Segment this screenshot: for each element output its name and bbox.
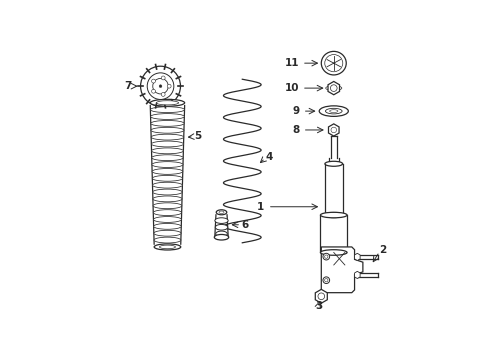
Ellipse shape <box>151 155 183 161</box>
Ellipse shape <box>153 210 181 216</box>
Ellipse shape <box>150 99 184 106</box>
Circle shape <box>151 79 155 83</box>
Circle shape <box>324 255 327 258</box>
Ellipse shape <box>140 66 180 106</box>
Ellipse shape <box>159 245 175 249</box>
Circle shape <box>330 127 336 133</box>
Ellipse shape <box>154 237 181 243</box>
Ellipse shape <box>215 231 227 237</box>
Ellipse shape <box>214 234 228 240</box>
Ellipse shape <box>214 218 228 224</box>
Text: 4: 4 <box>264 152 272 162</box>
Ellipse shape <box>324 212 342 217</box>
Polygon shape <box>327 81 339 95</box>
Ellipse shape <box>151 141 183 147</box>
Ellipse shape <box>151 148 183 154</box>
Circle shape <box>322 277 329 284</box>
Ellipse shape <box>325 108 342 114</box>
Ellipse shape <box>152 189 182 195</box>
Text: 3: 3 <box>314 301 322 311</box>
Ellipse shape <box>321 51 346 75</box>
Circle shape <box>151 89 155 93</box>
Ellipse shape <box>153 217 181 222</box>
Text: 11: 11 <box>284 58 299 68</box>
Ellipse shape <box>216 210 226 215</box>
Ellipse shape <box>152 162 183 167</box>
Ellipse shape <box>153 203 182 209</box>
Polygon shape <box>354 253 359 261</box>
Polygon shape <box>321 247 362 293</box>
Ellipse shape <box>153 224 181 229</box>
Circle shape <box>322 253 329 260</box>
Ellipse shape <box>150 107 184 113</box>
Polygon shape <box>315 289 326 303</box>
Ellipse shape <box>152 175 182 181</box>
Text: 7: 7 <box>124 81 132 91</box>
Circle shape <box>161 93 165 96</box>
Ellipse shape <box>147 73 173 99</box>
Ellipse shape <box>329 110 337 112</box>
Ellipse shape <box>150 114 184 120</box>
Ellipse shape <box>154 230 181 236</box>
Ellipse shape <box>319 106 347 116</box>
Ellipse shape <box>325 86 341 91</box>
Ellipse shape <box>215 224 227 230</box>
Circle shape <box>317 293 324 300</box>
Ellipse shape <box>324 55 342 72</box>
Ellipse shape <box>219 211 224 213</box>
Ellipse shape <box>152 78 168 94</box>
Ellipse shape <box>156 101 178 105</box>
Ellipse shape <box>150 121 184 126</box>
Text: 5: 5 <box>193 131 201 141</box>
Ellipse shape <box>151 127 183 133</box>
Ellipse shape <box>152 168 183 174</box>
Circle shape <box>159 85 162 87</box>
Text: 2: 2 <box>379 245 386 255</box>
Ellipse shape <box>320 212 346 218</box>
Ellipse shape <box>320 250 346 255</box>
Text: 1: 1 <box>256 202 264 212</box>
Circle shape <box>324 279 327 282</box>
Text: 9: 9 <box>292 106 299 116</box>
Ellipse shape <box>153 196 182 202</box>
Ellipse shape <box>151 134 183 140</box>
Ellipse shape <box>154 244 181 250</box>
Circle shape <box>167 84 171 88</box>
Polygon shape <box>328 124 338 136</box>
Ellipse shape <box>152 182 182 188</box>
Ellipse shape <box>324 161 342 166</box>
Polygon shape <box>354 271 359 279</box>
Circle shape <box>330 85 336 91</box>
Text: 8: 8 <box>292 125 299 135</box>
Circle shape <box>161 76 165 80</box>
Text: 6: 6 <box>241 220 248 230</box>
Text: 10: 10 <box>284 83 299 93</box>
